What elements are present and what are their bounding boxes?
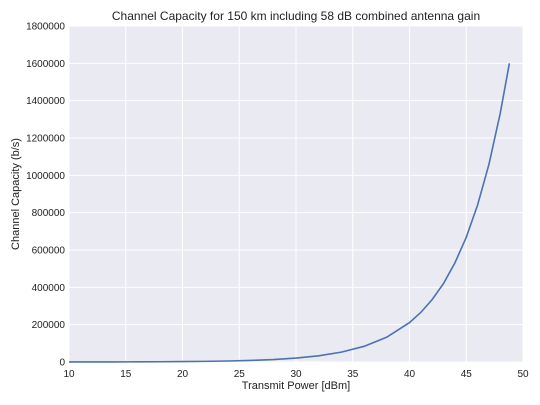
y-axis-ticks: 0 200000 400000 600000 800000 1000000 1200000 1… [26, 22, 65, 369]
y-tick-label: 1000000 [26, 171, 65, 182]
x-tick-label: 35 [347, 369, 359, 380]
x-axis-label: Transmit Power [dBm] [242, 380, 350, 392]
y-tick-label: 1200000 [26, 134, 65, 145]
y-tick-label: 1600000 [26, 59, 65, 70]
x-tick-label: 40 [404, 369, 416, 380]
x-axis-ticks: 10 15 20 25 30 35 40 45 50 [63, 369, 529, 380]
x-tick-label: 50 [517, 369, 529, 380]
x-tick-label: 10 [63, 369, 75, 380]
y-tick-label: 400000 [32, 283, 66, 294]
x-tick-label: 20 [177, 369, 189, 380]
x-tick-label: 45 [461, 369, 473, 380]
y-tick-label: 0 [59, 358, 65, 369]
grid-lines [68, 25, 524, 363]
x-tick-label: 25 [234, 369, 246, 380]
y-tick-label: 1800000 [26, 22, 65, 33]
y-tick-label: 200000 [32, 320, 66, 331]
x-tick-label: 15 [120, 369, 132, 380]
y-tick-label: 1400000 [26, 96, 65, 107]
y-tick-label: 800000 [32, 208, 66, 219]
series-line [68, 63, 511, 363]
x-tick-label: 30 [290, 369, 302, 380]
y-axis-label: Channel Capacity (b/s) [10, 138, 22, 250]
y-tick-label: 600000 [32, 246, 66, 257]
chart-title: Channel Capacity for 150 km including 58… [112, 9, 480, 23]
